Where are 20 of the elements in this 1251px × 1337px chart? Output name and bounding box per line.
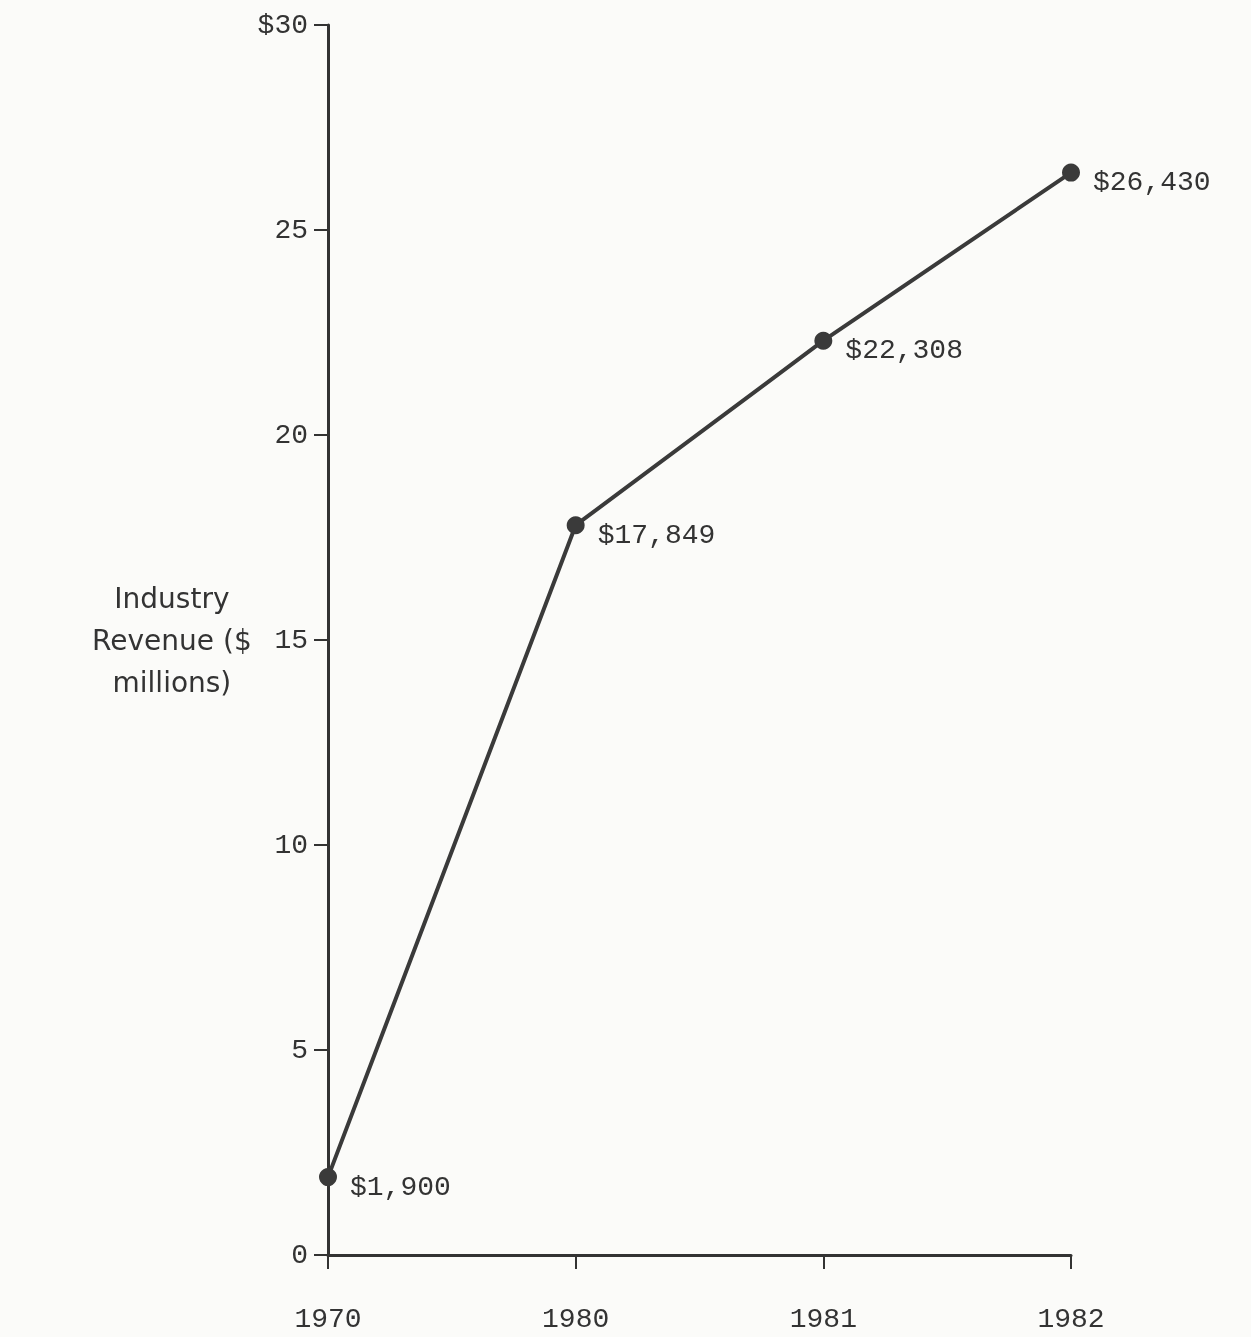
y-tick-label: 0 [291, 1239, 308, 1271]
x-tick-label: 1982 [1037, 1303, 1105, 1335]
y-tick-label: 5 [291, 1034, 308, 1066]
y-tick-label: 20 [274, 419, 308, 451]
y-tick-label: 25 [274, 214, 308, 246]
annotation: $26,430 [1093, 167, 1211, 199]
y-tick-label: $30 [257, 9, 308, 41]
point [814, 331, 833, 350]
point [319, 1168, 337, 1187]
x-tick-label: 1980 [542, 1303, 610, 1335]
annotation: $1,900 [350, 1171, 451, 1203]
annotation: $22,308 [845, 335, 963, 367]
x-tick-label: 1981 [789, 1303, 857, 1335]
annotation: $17,849 [597, 519, 716, 551]
point [566, 516, 585, 535]
point [1062, 163, 1080, 182]
y-tick-label: 10 [274, 829, 308, 861]
y-tick-label: 15 [274, 624, 308, 656]
x-tick-label: 1970 [294, 1303, 362, 1335]
y-axis-title: Industry Revenue ($ millions) [92, 581, 252, 699]
